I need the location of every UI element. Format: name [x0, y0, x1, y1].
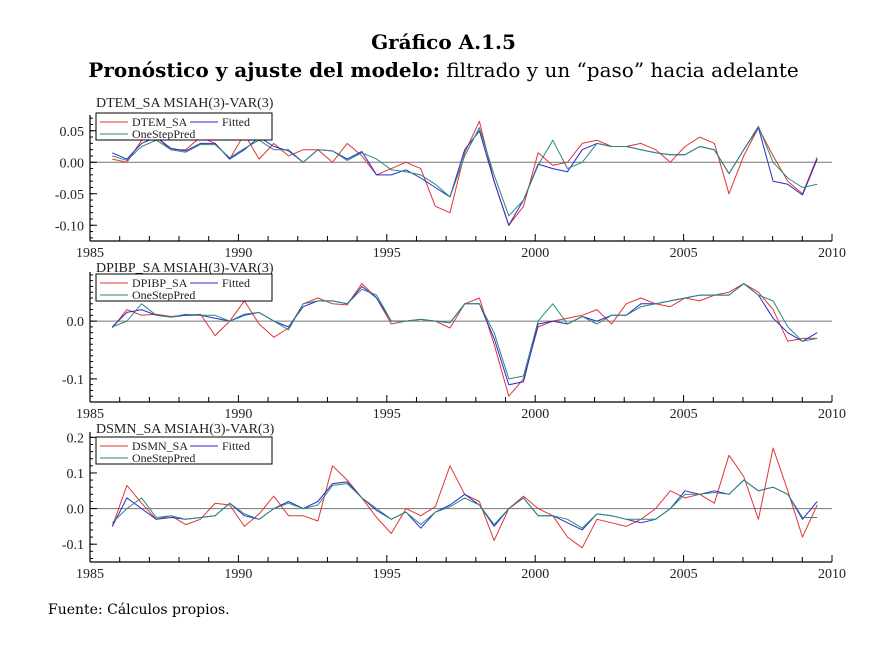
legend-label: OneStepPred — [132, 288, 195, 302]
legend-label: OneStepPred — [132, 451, 195, 465]
legend-label: DTEM_SA — [132, 115, 188, 129]
legend-label: Fitted — [222, 276, 250, 290]
legend-label: DSMN_SA — [132, 439, 188, 453]
legend-box — [95, 112, 273, 141]
x-tick-label: 2000 — [521, 407, 549, 422]
x-tick-label: 2010 — [818, 407, 846, 422]
legend: DSMN_SA Fitted OneStepPred — [95, 436, 273, 465]
x-tick-label: 1985 — [76, 567, 104, 582]
legend: DPIBP_SA Fitted OneStepPred — [95, 273, 273, 302]
x-tick-label: 1990 — [224, 567, 252, 582]
legend-label: OneStepPred — [132, 127, 195, 141]
x-tick-label: 1985 — [76, 246, 104, 261]
y-tick-label: -0.05 — [55, 188, 84, 203]
x-tick-label: 2000 — [521, 246, 549, 261]
figure-subtitle: Pronóstico y ajuste del modelo: filtrado… — [0, 58, 887, 82]
legend: DTEM_SA Fitted OneStepPred — [95, 112, 273, 141]
source-note: Fuente: Cálculos propios. — [48, 602, 230, 618]
x-tick-label: 2010 — [818, 246, 846, 261]
y-tick-label: -0.1 — [62, 538, 84, 553]
x-tick-label: 1995 — [373, 407, 401, 422]
x-tick-label: 2000 — [521, 567, 549, 582]
series-line-fitted — [111, 479, 818, 531]
x-tick-label: 2005 — [670, 246, 698, 261]
chart-panel-1: 1985 1990 1995 2000 2005 2010 -0.10 -0.05 0.00 0.… — [55, 96, 846, 261]
legend-label: Fitted — [222, 115, 250, 129]
x-tick-label: 2005 — [670, 567, 698, 582]
series-line-onesteppred — [112, 283, 818, 380]
legend-label: DPIBP_SA — [132, 276, 188, 290]
y-tick-label: 0.05 — [60, 125, 85, 140]
x-tick-label: 1985 — [76, 407, 104, 422]
x-tick-label: 1990 — [224, 246, 252, 261]
legend-box — [95, 436, 273, 465]
legend-label: Fitted — [222, 439, 250, 453]
y-tick-label: -0.1 — [62, 373, 84, 388]
series-line-onesteppred — [112, 125, 818, 217]
chart-panel-3: 1985 1990 1995 2000 2005 2010 -0.1 0.0 0.1 0.2 DSM… — [62, 422, 846, 582]
legend-box — [95, 273, 273, 302]
panel-title: DPIBP_SA MSIAH(3)-VAR(3) — [96, 261, 274, 276]
y-tick-label: -0.10 — [55, 219, 84, 234]
x-tick-label: 1990 — [224, 407, 252, 422]
x-tick-label: 2005 — [670, 407, 698, 422]
x-tick-label: 1995 — [373, 567, 401, 582]
y-tick-label: 0.0 — [67, 315, 85, 330]
y-tick-label: 0.2 — [67, 431, 85, 446]
y-tick-label: 0.00 — [60, 156, 85, 171]
subtitle-rest: filtrado y un “paso” hacia adelante — [439, 58, 799, 82]
y-tick-label: 0.0 — [67, 503, 85, 518]
figure-title: Gráfico A.1.5 — [371, 30, 516, 54]
y-tick-label: 0.1 — [67, 467, 85, 482]
x-tick-label: 1995 — [373, 246, 401, 261]
panel-title: DTEM_SA MSIAH(3)-VAR(3) — [96, 96, 274, 111]
chart-panel-2: 1985 1990 1995 2000 2005 2010 -0.1 0.0 DPIBP_SA … — [62, 261, 846, 422]
series-line-onesteppred — [111, 479, 818, 529]
subtitle-bold: Pronóstico y ajuste del modelo: — [88, 58, 440, 82]
panel-title: DSMN_SA MSIAH(3)-VAR(3) — [96, 422, 275, 437]
x-tick-label: 2010 — [818, 567, 846, 582]
